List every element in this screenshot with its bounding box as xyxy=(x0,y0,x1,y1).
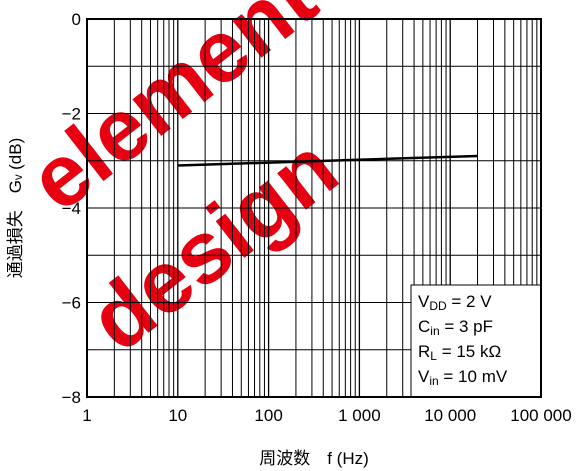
y-tick-labels: 0 −2 −4 −6 −8 xyxy=(62,10,81,407)
watermark: element design xyxy=(11,0,355,370)
plot-frame xyxy=(86,18,542,398)
series-line-0 xyxy=(177,154,478,167)
legend-box-bg xyxy=(410,284,542,398)
y-axis-label: 通過損失 Gᵥ (dB) xyxy=(6,138,25,279)
x-tick-label: 100 000 xyxy=(510,406,571,425)
legend-line: Cin = 3 pF xyxy=(418,317,493,338)
x-tick-label: 10 xyxy=(168,406,187,425)
y-tick-label: −4 xyxy=(62,199,81,218)
legend-line: Vin = 10 mV xyxy=(418,367,508,388)
x-axis-label: 周波数 f (Hz) xyxy=(259,449,369,468)
y-tick-label: −6 xyxy=(62,294,81,313)
x-tick-label: 10 000 xyxy=(424,406,476,425)
plot-border xyxy=(86,18,542,398)
x-tick-label: 100 xyxy=(254,406,282,425)
y-tick-label: 0 xyxy=(72,10,81,29)
y-tick-label: −2 xyxy=(62,105,81,124)
legend-line: VDD = 2 V xyxy=(418,292,492,313)
x-tick-label: 1 000 xyxy=(338,406,381,425)
x-tick-labels: 1 10 100 1 000 10 000 100 000 xyxy=(82,406,571,425)
legend-line: RL = 15 kΩ xyxy=(418,342,501,363)
legend-box: VDD = 2 V Cin = 3 pF RL = 15 kΩ Vin = 10 mV xyxy=(410,284,542,398)
x-tick-label: 1 xyxy=(82,406,91,425)
y-tick-label: −8 xyxy=(62,388,81,407)
series xyxy=(177,154,478,167)
